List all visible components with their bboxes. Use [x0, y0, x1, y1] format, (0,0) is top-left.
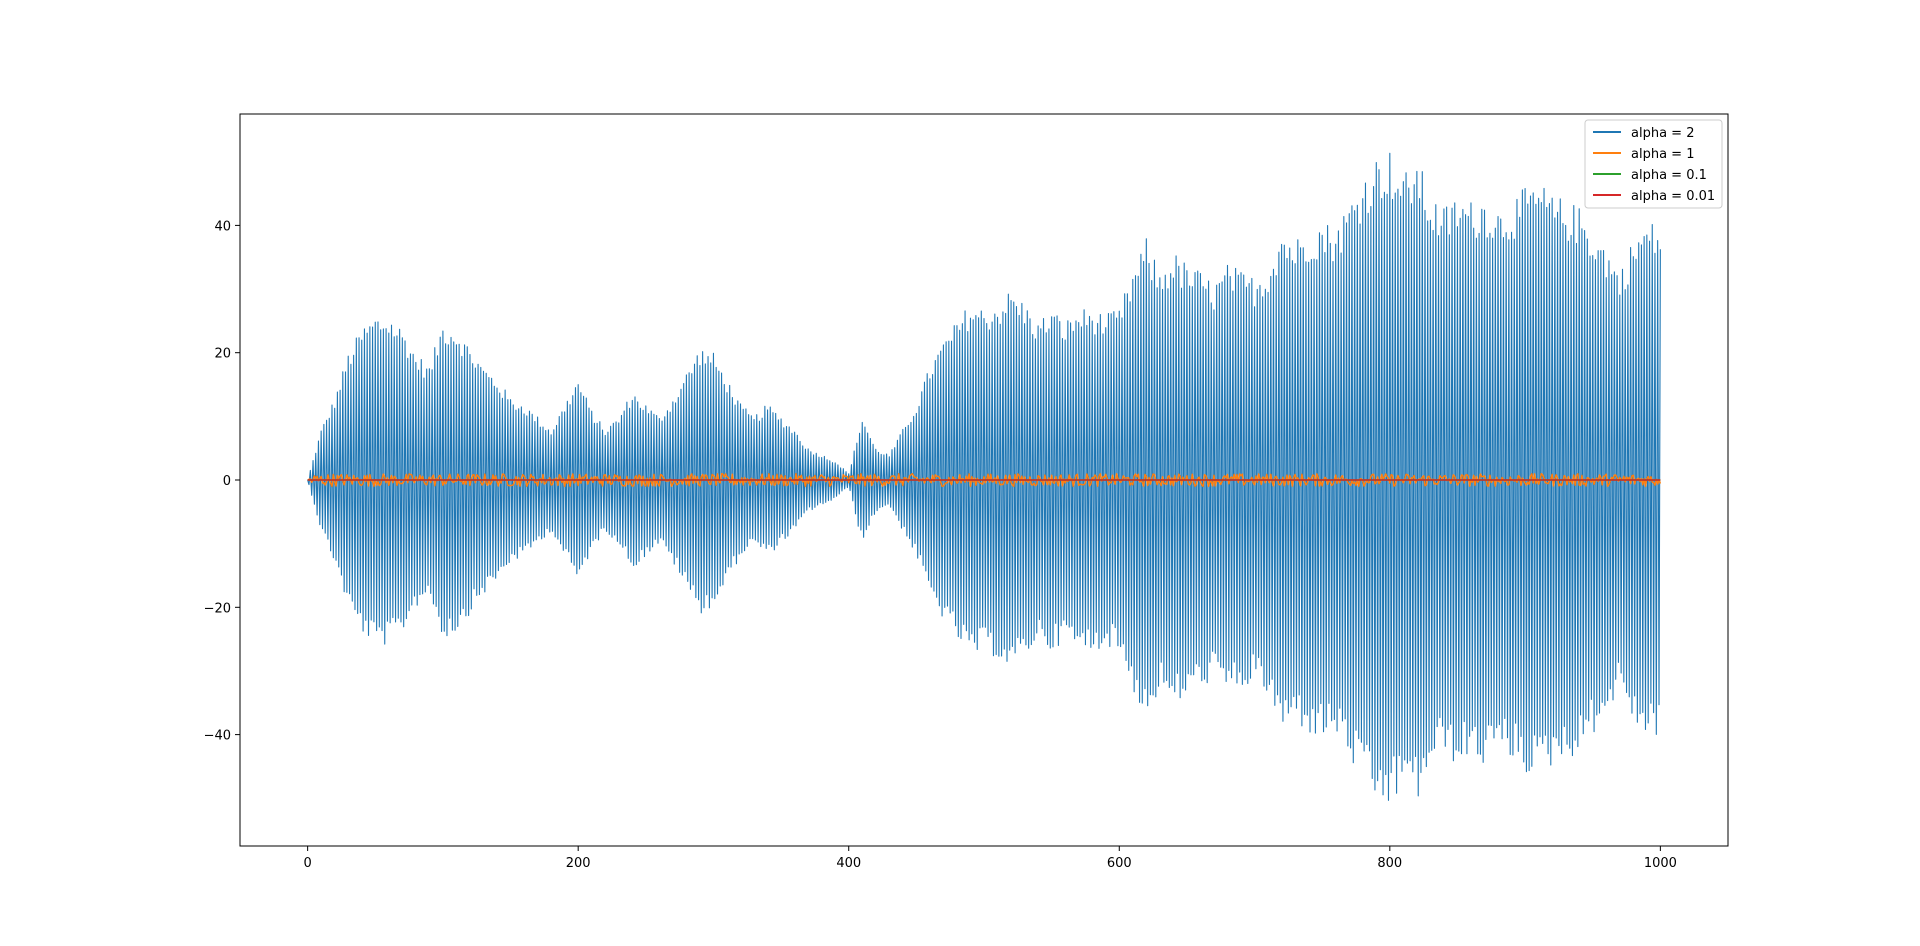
legend-label-alpha-0-1: alpha = 0.1 — [1631, 168, 1707, 183]
x-tick-label: 200 — [566, 856, 591, 871]
y-tick-label: −40 — [204, 729, 231, 744]
legend-label-alpha-0-01: alpha = 0.01 — [1631, 189, 1715, 204]
series-line-alpha-1 — [307, 472, 1662, 488]
legend-box — [1584, 119, 1723, 209]
x-tick-label: 600 — [1107, 856, 1132, 871]
x-tick-label: 0 — [303, 856, 311, 871]
y-tick-label: 0 — [223, 474, 231, 489]
legend-label-alpha-2: alpha = 2 — [1631, 126, 1694, 141]
x-axis: 0 200 400 600 800 1000 — [303, 846, 1677, 871]
series-line-alpha-2 — [307, 152, 1661, 801]
y-tick-label: 40 — [214, 219, 231, 234]
legend-label-alpha-1: alpha = 1 — [1631, 147, 1694, 162]
x-tick-label: 400 — [836, 856, 861, 871]
series-layer — [307, 152, 1662, 801]
y-axis: −40 −20 0 20 40 — [204, 219, 240, 744]
y-tick-label: −20 — [204, 601, 231, 616]
legend: alpha = 2 alpha = 1 alpha = 0.1 alpha = … — [1584, 119, 1723, 209]
x-tick-label: 1000 — [1644, 856, 1677, 871]
y-tick-label: 20 — [214, 347, 231, 362]
x-tick-label: 800 — [1377, 856, 1402, 871]
